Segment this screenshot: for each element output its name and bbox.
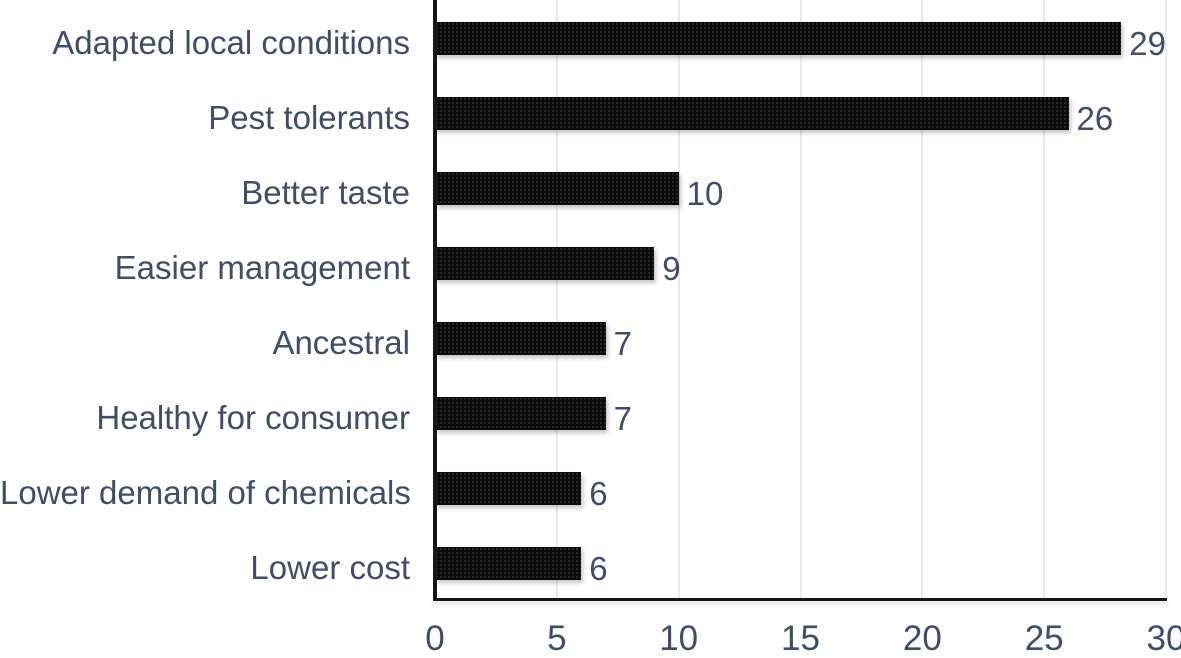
bar-row: 10 [435, 172, 1166, 212]
bar [435, 22, 1122, 55]
y-axis-line [433, 0, 437, 601]
x-axis-tick-label: 30 [1146, 619, 1181, 658]
bar [435, 547, 582, 580]
category-label: Better taste [241, 174, 410, 211]
x-axis-tick-label: 25 [1024, 619, 1064, 658]
bar-row: 26 [435, 97, 1166, 137]
bar-value-label: 26 [1076, 100, 1114, 137]
category-label: Lower demand of chemicals [0, 474, 411, 511]
x-axis-tick-label: 10 [659, 619, 699, 658]
bar-value-label: 29 [1129, 25, 1166, 62]
x-axis-tick-label: 15 [781, 619, 820, 658]
bar-value-label: 7 [613, 400, 632, 437]
gridline [921, 0, 924, 598]
category-label: Adapted local conditions [52, 24, 410, 61]
x-axis-tick-label: 20 [902, 619, 942, 658]
bar-row: 6 [435, 547, 1166, 587]
bar [435, 397, 606, 430]
bar-value-label: 10 [686, 175, 724, 212]
bar [435, 97, 1069, 130]
category-label: Pest tolerants [208, 99, 410, 136]
bar [435, 172, 679, 205]
bar [435, 472, 582, 505]
gridline [1165, 0, 1167, 598]
bar-row: 9 [435, 247, 1166, 287]
category-label: Healthy for consumer [96, 399, 410, 436]
gridline [1043, 0, 1046, 598]
plot-area: 29 26 10 9 7 7 6 6 [434, 0, 1167, 601]
category-axis-labels: Adapted local conditions Pest tolerants Be… [0, 0, 411, 601]
bar-value-label: 6 [589, 550, 608, 587]
bar-row: 6 [435, 472, 1166, 512]
x-axis-tick-label: 0 [425, 619, 445, 658]
category-label: Lower cost [250, 549, 410, 586]
bar-row: 7 [435, 322, 1166, 362]
category-label: Ancestral [272, 324, 410, 361]
bar-value-label: 6 [589, 475, 608, 512]
gridline [677, 0, 680, 598]
gridline [799, 0, 802, 598]
bar [435, 247, 655, 280]
x-axis-line [433, 598, 1167, 601]
x-axis-tick-label: 5 [547, 619, 567, 658]
bar-row: 29 [435, 22, 1166, 62]
gridline [555, 0, 558, 598]
bar-row: 7 [435, 397, 1166, 437]
bar-value-label: 7 [613, 325, 632, 362]
bar [435, 322, 606, 355]
bar-value-label: 9 [662, 250, 681, 287]
category-label: Easier management [114, 249, 410, 286]
